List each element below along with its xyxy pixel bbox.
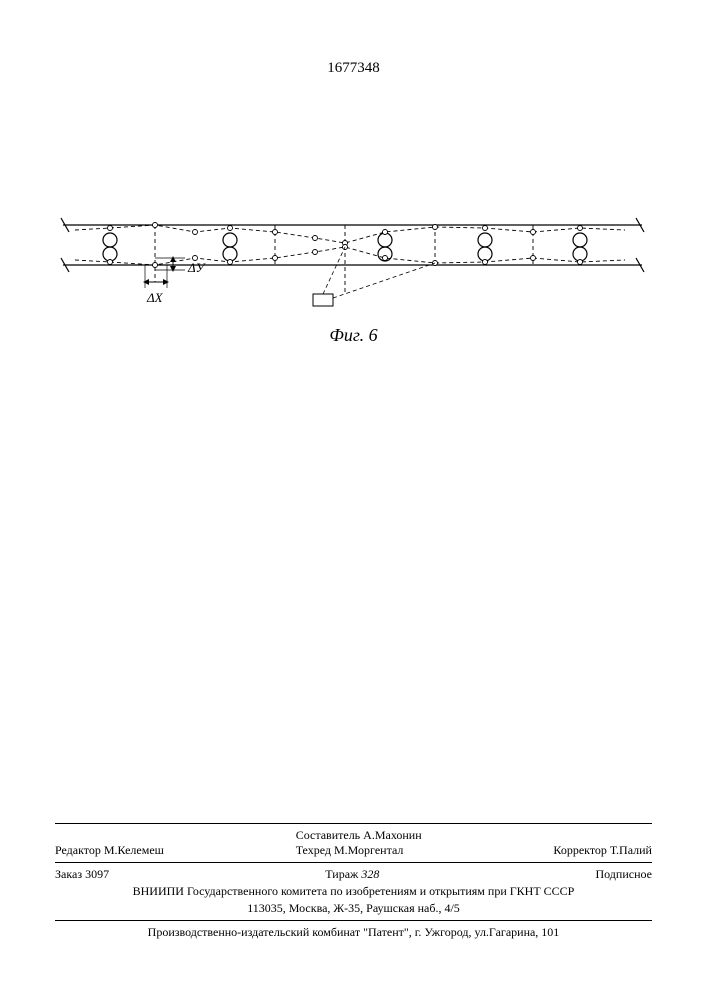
org-line-1: ВНИИПИ Государственного комитета по изоб… [55, 884, 652, 899]
order-number: 3097 [85, 867, 109, 881]
divider [55, 862, 652, 863]
corrector-cell: Корректор Т.Палий [553, 843, 652, 858]
editor-label: Редактор [55, 843, 101, 857]
station-verticals [155, 225, 533, 295]
divider [55, 823, 652, 824]
compiler-label: Составитель [296, 828, 360, 842]
instrument [313, 247, 435, 306]
document-number: 1677348 [0, 60, 707, 77]
techred-name: М.Моргентал [334, 843, 403, 857]
figure-svg: ΔУ ΔХ [55, 210, 650, 320]
corrector-name: Т.Палий [610, 843, 652, 857]
delta-x-label: ΔХ [146, 290, 164, 305]
tirazh-label: Тираж [325, 867, 358, 881]
editor-name: М.Келемеш [104, 843, 164, 857]
corrector-label: Корректор [553, 843, 607, 857]
printer-line: Производственно-издательский комбинат "П… [55, 925, 652, 940]
figure-caption: Фиг. 6 [0, 325, 707, 346]
order-label: Заказ [55, 867, 82, 881]
divider [55, 920, 652, 921]
order-cell: Заказ 3097 [55, 867, 109, 882]
tirazh-number: 328 [361, 867, 379, 881]
org-line-2: 113035, Москва, Ж-35, Раушская наб., 4/5 [55, 901, 652, 916]
delta-y-label: ΔУ [187, 260, 207, 275]
mid-cell: Составитель А.Махонин Техред М.Моргентал [296, 828, 422, 858]
delta-x-dim [143, 265, 169, 288]
page: 1677348 [0, 0, 707, 1000]
tirazh-cell: Тираж 328 [325, 867, 379, 882]
figure-6: ΔУ ΔХ [55, 210, 650, 325]
footer: Редактор М.Келемеш Составитель А.Махонин… [55, 819, 652, 940]
compiler-name: А.Махонин [363, 828, 421, 842]
subscription-cell: Подписное [595, 867, 652, 882]
techred-label: Техред [296, 843, 331, 857]
editor-cell: Редактор М.Келемеш [55, 843, 164, 858]
